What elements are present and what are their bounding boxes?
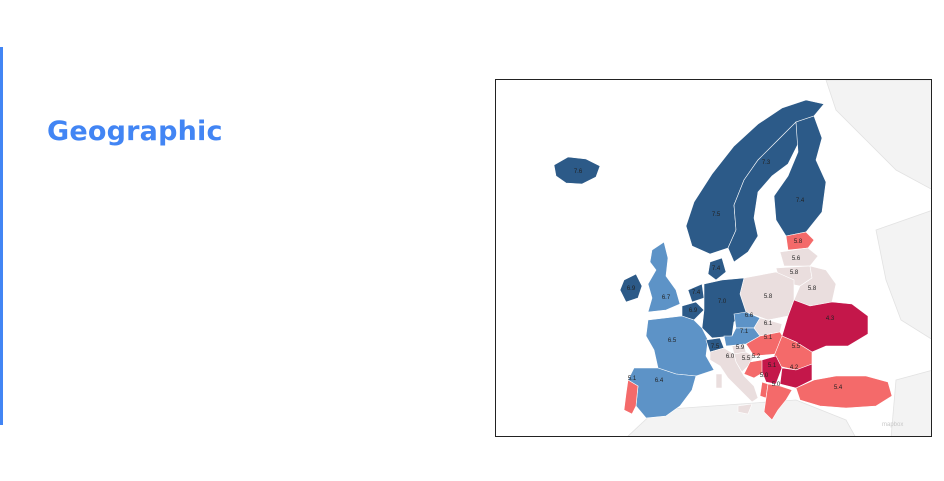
value-label-portugal: 5.1 [628,376,637,382]
value-label-netherlands: 7.4 [692,290,701,296]
value-labels: 7.6 7.5 7.3 7.4 6.9 6.7 7.4 7.4 6.9 7.0 6.5 6.4 5.1 7… [574,160,843,391]
value-label-iceland: 7.6 [574,169,583,175]
value-label-belgium: 6.9 [689,308,698,314]
region-greece [763,383,793,421]
region-serbia [761,355,783,385]
value-label-bosnia-and-herzegovina: 5.2 [752,354,761,360]
value-label-belarus: 5.8 [808,286,817,292]
value-label-sweden: 7.3 [762,160,771,166]
value-label-norway: 7.5 [712,212,721,218]
background-land [627,80,931,436]
region-bulgaria [779,363,813,389]
value-label-greece: 5.0 [772,382,781,388]
region-turkey [795,375,893,409]
value-label-slovakia: 6.1 [764,321,773,327]
region-italy [709,347,759,403]
value-label-united-kingdom: 6.7 [662,295,671,301]
slide-title: Geographic [47,116,223,147]
value-label-serbia: 5.1 [768,363,777,369]
region-estonia [785,231,815,251]
value-label-romania: 5.5 [792,344,801,350]
value-label-turkey: 5.4 [834,385,843,391]
value-label-switzerland: 7.5 [711,344,720,350]
value-label-croatia: 5.5 [742,356,751,362]
value-label-italy: 6.0 [726,354,735,360]
value-label-slovenia: 5.9 [736,345,745,351]
region-sicily [737,403,753,415]
region-iceland [553,156,601,185]
value-label-czechia: 6.6 [745,313,754,319]
map-canvas: 7.6 7.5 7.3 7.4 6.9 6.7 7.4 7.4 6.9 7.0 6.5 6.4 5.1 7… [553,80,931,436]
region-united-kingdom [647,241,681,313]
region-belgium [681,301,705,321]
value-label-austria: 7.1 [740,329,749,335]
value-label-ukraine: 4.3 [826,316,835,322]
region-bosnia [743,359,765,379]
region-sardinia [715,373,723,389]
slide-accent-bar [0,47,3,425]
region-latvia [779,247,819,267]
value-label-albania: 5.0 [760,373,769,379]
region-ireland [619,273,643,303]
europe-choropleth-map: 7.6 7.5 7.3 7.4 6.9 6.7 7.4 7.4 6.9 7.0 6.5 6.4 5.1 7… [495,79,932,437]
region-denmark [707,257,727,281]
value-label-finland: 7.4 [796,198,805,204]
value-label-poland: 5.8 [764,294,773,300]
value-label-denmark: 7.4 [712,266,721,272]
value-label-ireland: 6.9 [627,286,636,292]
region-france [645,315,715,377]
map-watermark: mapbox [882,422,903,428]
value-label-latvia: 5.6 [792,256,801,262]
region-portugal [623,379,639,415]
value-label-germany: 7.0 [718,299,727,305]
value-label-bulgaria: 4.2 [790,365,799,371]
value-label-france: 6.5 [668,338,677,344]
value-label-estonia: 5.8 [794,239,803,245]
value-label-hungary: 5.1 [764,335,773,341]
value-label-lithuania: 5.8 [790,270,799,276]
value-label-spain: 6.4 [655,378,664,384]
region-germany [701,277,747,339]
